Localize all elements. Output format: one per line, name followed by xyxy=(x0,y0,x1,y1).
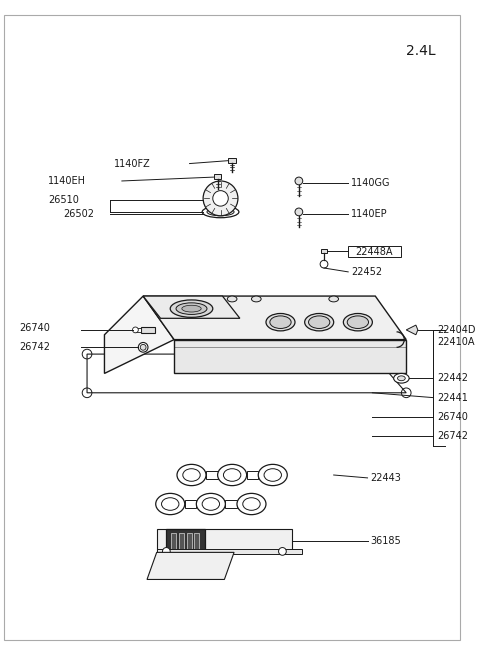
Ellipse shape xyxy=(309,316,330,328)
Bar xyxy=(187,533,192,548)
Bar xyxy=(171,533,176,548)
Ellipse shape xyxy=(202,498,219,510)
Circle shape xyxy=(295,177,303,185)
Polygon shape xyxy=(143,296,240,318)
Circle shape xyxy=(140,345,146,350)
Circle shape xyxy=(295,208,303,215)
Polygon shape xyxy=(174,339,406,373)
Ellipse shape xyxy=(207,208,234,215)
Text: 26502: 26502 xyxy=(63,209,94,219)
Text: 2.4L: 2.4L xyxy=(406,45,436,58)
Bar xyxy=(214,174,221,179)
Bar xyxy=(228,158,236,162)
Bar xyxy=(167,529,205,552)
Ellipse shape xyxy=(264,469,281,481)
Ellipse shape xyxy=(347,316,369,328)
Bar xyxy=(206,471,217,479)
Text: 22443: 22443 xyxy=(371,473,401,483)
Circle shape xyxy=(213,191,228,206)
Circle shape xyxy=(163,548,170,555)
Ellipse shape xyxy=(202,206,239,217)
Text: 1140EP: 1140EP xyxy=(351,209,388,219)
Ellipse shape xyxy=(305,314,334,331)
Ellipse shape xyxy=(176,303,207,314)
Bar xyxy=(194,533,199,548)
Text: 22448A: 22448A xyxy=(356,246,393,257)
Ellipse shape xyxy=(182,305,201,312)
Ellipse shape xyxy=(196,493,225,515)
Text: 1140GG: 1140GG xyxy=(351,178,391,188)
Ellipse shape xyxy=(170,300,213,317)
Bar xyxy=(247,471,258,479)
Bar xyxy=(156,548,302,554)
Bar xyxy=(225,500,237,508)
Bar xyxy=(348,246,401,257)
Ellipse shape xyxy=(343,314,372,331)
Circle shape xyxy=(132,327,138,333)
Bar xyxy=(321,249,327,253)
Ellipse shape xyxy=(183,469,200,481)
Text: 22452: 22452 xyxy=(351,267,382,277)
Text: 36185: 36185 xyxy=(371,536,401,546)
Circle shape xyxy=(320,260,328,268)
Ellipse shape xyxy=(258,464,287,485)
Ellipse shape xyxy=(397,376,405,381)
Text: 26742: 26742 xyxy=(437,431,468,441)
Polygon shape xyxy=(105,296,174,373)
Circle shape xyxy=(278,548,286,555)
Text: 26510: 26510 xyxy=(48,195,79,205)
Ellipse shape xyxy=(237,493,266,515)
Ellipse shape xyxy=(228,296,237,302)
Bar xyxy=(141,327,155,333)
Text: 22404D: 22404D xyxy=(437,325,476,335)
Ellipse shape xyxy=(329,296,338,302)
Ellipse shape xyxy=(156,493,185,515)
Polygon shape xyxy=(143,296,406,339)
Text: 1140FZ: 1140FZ xyxy=(114,159,151,168)
Ellipse shape xyxy=(394,373,409,383)
Text: 22441: 22441 xyxy=(437,392,468,403)
Text: 1140EH: 1140EH xyxy=(48,176,86,186)
Bar xyxy=(135,328,141,332)
Text: 26740: 26740 xyxy=(19,323,50,333)
Text: 26740: 26740 xyxy=(437,412,468,422)
Polygon shape xyxy=(147,552,234,580)
Ellipse shape xyxy=(252,296,261,302)
Circle shape xyxy=(203,181,238,215)
Ellipse shape xyxy=(217,464,247,485)
Polygon shape xyxy=(406,325,418,335)
Bar xyxy=(185,500,196,508)
Ellipse shape xyxy=(243,498,260,510)
Circle shape xyxy=(138,343,148,352)
Polygon shape xyxy=(156,529,292,552)
Bar xyxy=(179,533,184,548)
Ellipse shape xyxy=(270,316,291,328)
Ellipse shape xyxy=(162,498,179,510)
Text: 26742: 26742 xyxy=(19,343,50,352)
Ellipse shape xyxy=(177,464,206,485)
Ellipse shape xyxy=(223,469,241,481)
Text: 22410A: 22410A xyxy=(437,337,475,346)
Text: 22442: 22442 xyxy=(437,373,468,383)
Ellipse shape xyxy=(266,314,295,331)
